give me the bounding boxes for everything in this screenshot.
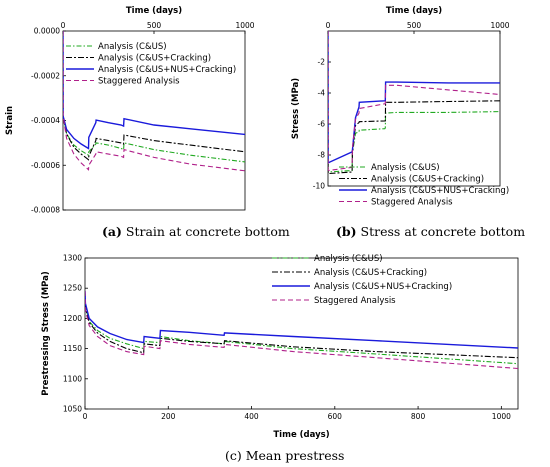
x-tick-label: 800 (411, 412, 426, 421)
legend-label-analysis-c-us-cracking: Analysis (C&US+Cracking) (98, 54, 211, 64)
y-tick-label: -2 (318, 58, 326, 67)
y-tick-label: 1150 (63, 344, 82, 353)
series-line-staggered-analysis (85, 291, 518, 370)
y-tick-label: -0.0002 (31, 71, 60, 80)
plot-frame-c (84, 257, 519, 410)
y-tick-label: 0.0000 (34, 27, 60, 36)
y-tick-label: -0.0008 (31, 206, 60, 215)
caption-b-letter: (b) (336, 224, 357, 239)
y-tick-label: -6 (318, 120, 326, 129)
series-line-staggered-analysis (63, 31, 245, 172)
y-tick-label: 1250 (63, 284, 82, 293)
panel-c-prestress: 0 200 400 600 800 1000 1300 1250 1200 1150 1100 105… (41, 254, 519, 440)
x-axis-label: Time (days) (126, 6, 182, 16)
x-tick-label: 1000 (492, 412, 511, 421)
y-axis-label: Stress (MPa) (291, 78, 301, 139)
caption-c: (c) Mean prestress (225, 448, 344, 463)
caption-b: (b) Stress at concrete bottom (336, 224, 525, 239)
x-tick-label: 0 (326, 21, 331, 30)
x-tick-label: 1000 (490, 21, 509, 30)
legend-label-analysis-c-us-nus-cracking: Analysis (C&US+NUS+Cracking) (371, 186, 509, 196)
y-tick-label: -0.0006 (31, 161, 60, 170)
legend-label-analysis-c-us: Analysis (C&US) (314, 254, 383, 264)
y-tick-label: -10 (313, 182, 325, 191)
x-axis-label: Time (days) (386, 6, 442, 16)
y-tick-label: 1300 (63, 254, 82, 263)
series-line-analysis-c-us-nus-cracking (63, 31, 245, 150)
legend-label-staggered-analysis: Staggered Analysis (371, 198, 453, 208)
panel-b-stress: 0 500 1000 -2 -4 -6 -8 -10 Time (days) Stress (MP… (291, 6, 510, 208)
y-tick-label: -8 (318, 151, 326, 160)
x-tick-label: 400 (244, 412, 259, 421)
x-tick-label: 0 (83, 412, 88, 421)
caption-a: (a) Strain at concrete bottom (102, 224, 290, 239)
legend-label-staggered-analysis: Staggered Analysis (98, 77, 180, 87)
legend-label-analysis-c-us: Analysis (C&US) (98, 42, 167, 52)
y-axis-label: Strain (5, 106, 15, 135)
x-axis-label: Time (days) (273, 430, 329, 440)
legend-label-analysis-c-us: Analysis (C&US) (371, 163, 440, 173)
series-line-analysis-c-us (85, 291, 518, 365)
legend-label-staggered-analysis: Staggered Analysis (314, 296, 396, 306)
caption-a-text: Strain at concrete bottom (122, 224, 290, 239)
panel-a-strain: 0 500 1000 0.0000 -0.0002 -0.0004 -0.0006 -0.00… (5, 6, 255, 215)
caption-b-text: Stress at concrete bottom (357, 224, 526, 239)
legend-label-analysis-c-us-cracking: Analysis (C&US+Cracking) (314, 268, 427, 278)
legend-label-analysis-c-us-nus-cracking: Analysis (C&US+NUS+Cracking) (314, 282, 452, 292)
y-tick-label: 1200 (63, 314, 82, 323)
series-line-analysis-c-us-cracking (85, 291, 518, 359)
x-tick-label: 0 (61, 21, 66, 30)
y-axis-label: Prestressing Stress (MPa) (41, 271, 51, 396)
y-tick-label: -4 (318, 89, 326, 98)
x-tick-label: 1000 (235, 21, 254, 30)
x-tick-label: 500 (147, 21, 162, 30)
series-line-analysis-c-us-nus-cracking (85, 291, 518, 349)
y-tick-label: 1050 (63, 405, 82, 414)
x-tick-label: 500 (407, 21, 422, 30)
x-tick-label: 600 (328, 412, 343, 421)
y-tick-label: 1100 (63, 374, 82, 383)
series-line-analysis-c-us-cracking (328, 31, 500, 175)
legend-label-analysis-c-us-cracking: Analysis (C&US+Cracking) (371, 175, 484, 185)
legend-label-analysis-c-us-nus-cracking: Analysis (C&US+NUS+Cracking) (98, 65, 236, 75)
caption-a-letter: (a) (102, 224, 122, 239)
x-tick-label: 200 (161, 412, 176, 421)
y-tick-label: -0.0004 (31, 116, 60, 125)
series-line-analysis-c-us-cracking (63, 31, 245, 161)
